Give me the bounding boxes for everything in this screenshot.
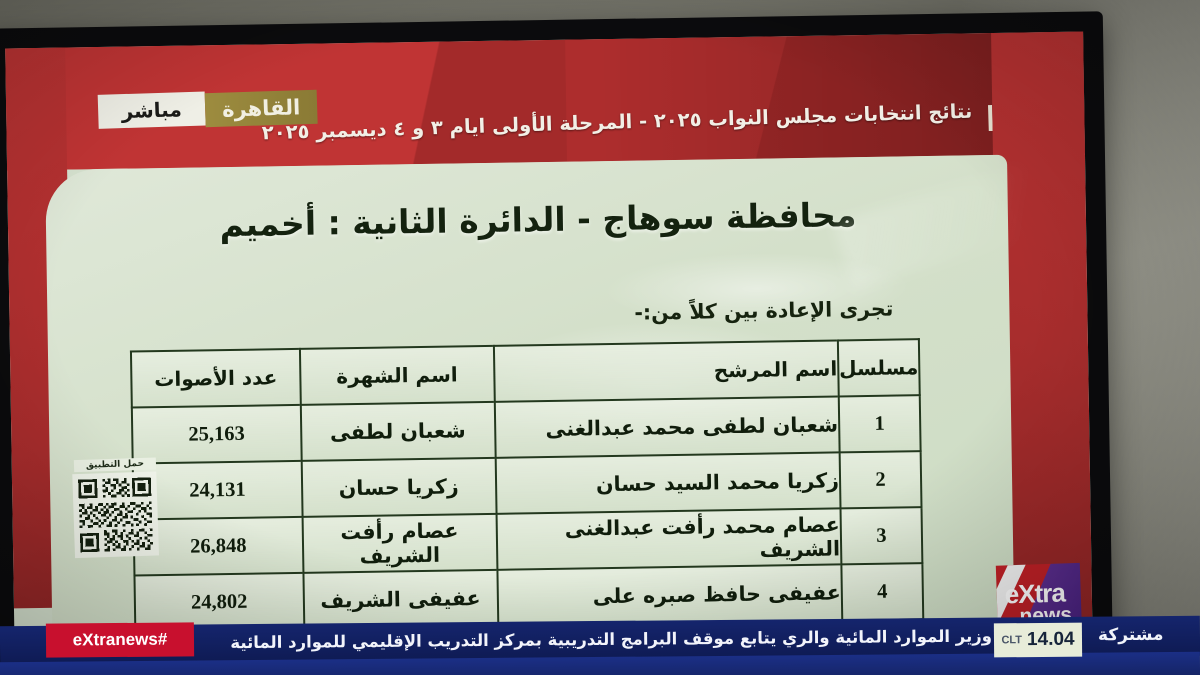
cell-alias: زكريا حسان <box>301 457 497 517</box>
live-badge: مباشر <box>97 91 206 129</box>
live-badge-label: مباشر <box>121 97 183 124</box>
cell-name: زكريا محمد السيد حسان <box>495 452 841 514</box>
city-badge-label: القاهرة <box>221 95 301 122</box>
clock-timezone: CLT <box>1001 634 1023 647</box>
clock-time: 14.04 <box>1026 628 1075 651</box>
cell-votes: 24,131 <box>132 460 303 520</box>
column-header-seq: مسلسل <box>837 339 920 397</box>
cell-seq: 2 <box>839 451 922 509</box>
cell-votes: 26,848 <box>133 516 304 576</box>
qr-label: حمل التطبيق <box>73 457 157 473</box>
clock-widget: 14.04 CLT <box>993 622 1083 658</box>
cell-seq: 1 <box>838 395 921 453</box>
column-header-votes: عدد الأصوات <box>130 348 301 408</box>
district-title: محافظة سوهاج - الدائرة الثانية : أخميم <box>219 195 857 245</box>
cell-seq: 3 <box>840 507 923 565</box>
results-panel: محافظة سوهاج - الدائرة الثانية : أخميم ت… <box>45 154 1083 642</box>
app-download-qr-block: حمل التطبيق <box>72 457 160 559</box>
qr-code-icon <box>72 471 160 559</box>
cell-alias: شعبان لطفى <box>300 401 496 461</box>
cell-alias: عصام رأفت الشريف <box>302 513 497 573</box>
cell-seq: 4 <box>841 563 924 621</box>
news-ticker: #eXtranews وزير الموارد المائية والري يت… <box>0 613 1200 675</box>
results-table-wrapper: مسلسل اسم المرشح اسم الشهرة عدد الأصوات … <box>129 338 925 633</box>
column-header-name: اسم المرشح <box>493 340 839 402</box>
ticker-hashtag-badge[interactable]: #eXtranews <box>45 622 195 658</box>
ticker-trailing-word: مشتركة <box>1098 624 1165 646</box>
ticker-hashtag-label: #eXtranews <box>72 629 168 650</box>
cell-name: شعبان لطفى محمد عبدالغنى <box>494 396 840 458</box>
column-header-alias: اسم الشهرة <box>299 345 495 405</box>
runoff-subtitle: تجرى الإعادة بين كلاً من:- <box>634 296 894 325</box>
results-table: مسلسل اسم المرشح اسم الشهرة عدد الأصوات … <box>129 338 925 633</box>
television-bezel: مباشر القاهرة نتائج انتخابات مجلس النواب… <box>0 11 1114 675</box>
cell-votes: 25,163 <box>131 404 302 464</box>
cell-name: عصام محمد رأفت عبدالغنى الشريف <box>496 508 842 570</box>
television-screen: مباشر القاهرة نتائج انتخابات مجلس النواب… <box>5 31 1093 671</box>
